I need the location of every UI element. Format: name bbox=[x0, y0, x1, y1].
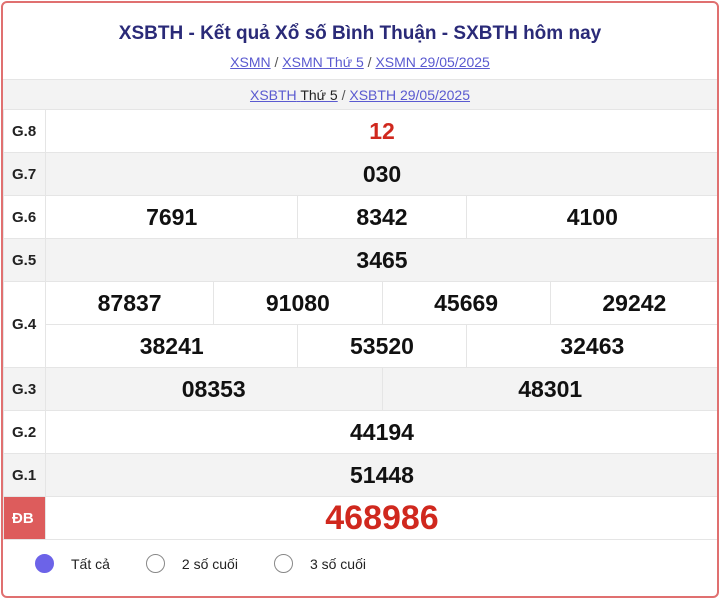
link-xsbth-thu5[interactable]: XSBTH Thứ 5 bbox=[249, 87, 338, 103]
prize-label: G.1 bbox=[3, 453, 46, 497]
sub-links: XSBTH Thứ 5 / XSBTH 29/05/2025 bbox=[3, 79, 717, 109]
link-xsbth-date[interactable]: XSBTH 29/05/2025 bbox=[349, 87, 471, 103]
prize-number: 53520 bbox=[297, 324, 467, 368]
filter-last-3[interactable]: 3 số cuối bbox=[273, 554, 366, 573]
prize-number: 3465 bbox=[45, 238, 717, 282]
prize-number: 8342 bbox=[297, 195, 467, 239]
prize-number: 48301 bbox=[381, 367, 717, 411]
breadcrumb-xsmn-thu5[interactable]: XSMN Thứ 5 bbox=[282, 54, 364, 70]
breadcrumb-xsmn-date[interactable]: XSMN 29/05/2025 bbox=[375, 54, 490, 70]
row-g8: G.8 12 bbox=[3, 109, 717, 153]
row-db: ĐB 468986 bbox=[3, 496, 717, 540]
prize-number: 08353 bbox=[45, 367, 383, 411]
prize-number: 51448 bbox=[45, 453, 717, 497]
prize-number: 7691 bbox=[44, 195, 299, 239]
prize-number: 38241 bbox=[44, 324, 299, 368]
row-g4: G.4 87837 91080 45669 29242 bbox=[3, 281, 717, 368]
prize-number: 030 bbox=[45, 152, 717, 196]
prize-label: G.3 bbox=[3, 367, 46, 411]
row-g4b: 38241 53520 32463 bbox=[4, 324, 717, 368]
radio-icon[interactable] bbox=[273, 554, 293, 573]
prize-label: G.4 bbox=[3, 281, 46, 368]
radio-icon[interactable] bbox=[145, 554, 165, 573]
prize-label: ĐB bbox=[3, 496, 46, 540]
row-g6: G.6 7691 8342 4100 bbox=[3, 195, 717, 239]
page-title: XSBTH - Kết quả Xổ số Bình Thuận - SXBTH… bbox=[118, 23, 602, 44]
row-g2: G.2 44194 bbox=[3, 410, 717, 454]
filter-all[interactable]: Tất cả bbox=[35, 554, 110, 573]
prize-number: 4100 bbox=[465, 195, 717, 239]
prize-number: 29242 bbox=[549, 281, 717, 325]
prize-number: 45669 bbox=[381, 281, 551, 325]
prize-label: G.6 bbox=[3, 195, 46, 239]
row-g3: G.3 08353 48301 bbox=[3, 367, 717, 411]
prize-label: G.2 bbox=[3, 410, 46, 454]
filter-last-2[interactable]: 2 số cuối bbox=[145, 554, 238, 573]
radio-selected-icon[interactable] bbox=[35, 554, 54, 573]
prize-number: 87837 bbox=[44, 281, 215, 325]
breadcrumb: XSMN / XSMN Thứ 5 / XSMN 29/05/2025 bbox=[230, 54, 490, 70]
breadcrumb-xsmn[interactable]: XSMN bbox=[230, 54, 271, 70]
prize-label: G.5 bbox=[3, 238, 46, 282]
results-table: G.8 12 G.7 030 G.6 7691 8342 4100 G.5 3465 G.4… bbox=[3, 109, 717, 540]
row-g5: G.5 3465 bbox=[3, 238, 717, 282]
digit-filter: Tất cả 2 số cuối 3 số cuối bbox=[35, 554, 402, 573]
prize-number: 44194 bbox=[45, 410, 717, 454]
prize-number: 91080 bbox=[213, 281, 383, 325]
prize-number: 32463 bbox=[465, 324, 717, 368]
prize-label: G.8 bbox=[3, 109, 46, 153]
prize-label: G.7 bbox=[3, 152, 46, 196]
prize-number: 12 bbox=[45, 109, 717, 153]
special-prize-number: 468986 bbox=[45, 496, 717, 540]
row-g1: G.1 51448 bbox=[3, 453, 717, 497]
row-g7: G.7 030 bbox=[3, 152, 717, 196]
